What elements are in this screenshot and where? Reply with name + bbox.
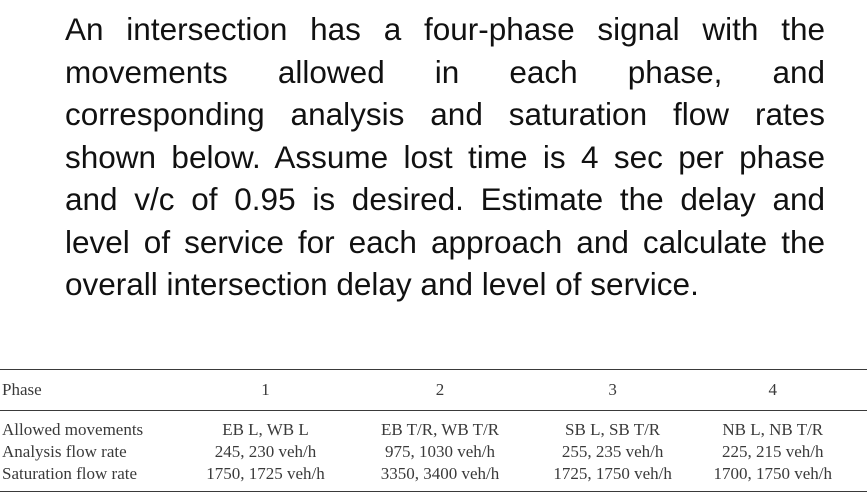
phase-table: Phase 1 2 3 4 Allowed movements EB L, WB… — [0, 369, 867, 492]
header-phase-2: 2 — [435, 380, 445, 399]
header-phase-1: 1 — [261, 380, 270, 399]
table-cell: 1725, 1750 veh/h — [553, 464, 672, 483]
table-cell: 3350, 3400 veh/h — [380, 464, 500, 483]
table-cell: EB T/R, WB T/R — [380, 420, 500, 439]
problem-statement: An intersection has a four-phase signal … — [65, 11, 825, 302]
table-cell: NB L, NB T/R — [722, 420, 824, 439]
header-phase-3: 3 — [608, 380, 617, 399]
row-label: Allowed movements — [2, 420, 144, 439]
table-cell: EB L, WB L — [222, 420, 309, 439]
table-cell: 1750, 1725 veh/h — [206, 464, 325, 483]
table-cell: 225, 215 veh/h — [722, 442, 824, 461]
header-phase-4: 4 — [768, 380, 778, 399]
table-cell: 245, 230 veh/h — [214, 442, 317, 461]
table-header-row: Phase 1 2 3 4 — [0, 369, 867, 411]
header-phase: Phase — [2, 380, 42, 399]
table-row-saturation-flow-rate: Saturation flow rate 1750, 1725 veh/h 33… — [0, 463, 867, 492]
row-label: Saturation flow rate — [2, 464, 138, 483]
table-cell: 1700, 1750 veh/h — [713, 464, 833, 483]
table-row-allowed-movements: Allowed movements EB L, WB L EB T/R, WB … — [0, 411, 867, 442]
table-row-analysis-flow-rate: Analysis flow rate 245, 230 veh/h 975, 1… — [0, 441, 867, 463]
table-cell: 255, 235 veh/h — [561, 442, 664, 461]
table-cell: SB L, SB T/R — [565, 420, 661, 439]
table-cell: 975, 1030 veh/h — [385, 442, 496, 461]
row-label: Analysis flow rate — [2, 442, 127, 461]
